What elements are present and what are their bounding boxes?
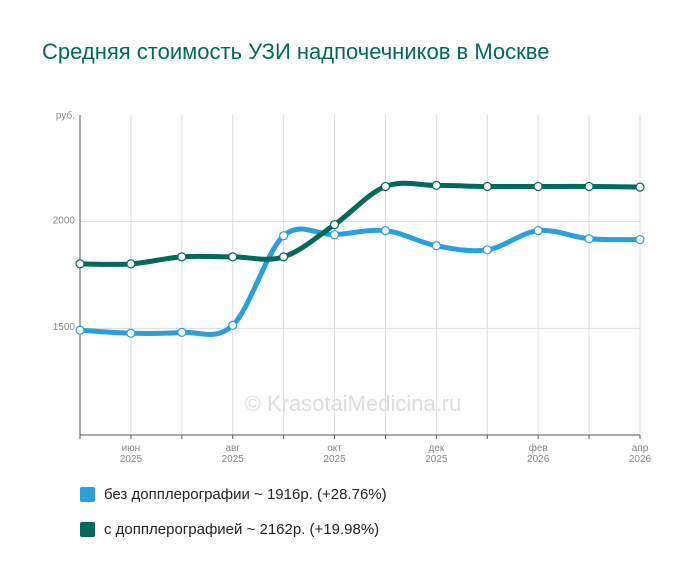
- y-tick-label: 1500: [53, 322, 76, 333]
- x-tick-label: апр 2026: [629, 443, 652, 465]
- series-line: [79, 180, 641, 267]
- point: [228, 320, 238, 330]
- x-tick-label: июн 2025: [120, 443, 143, 465]
- legend-label: с допплерографией ~ 2162р. (+19.98%): [104, 521, 379, 538]
- point: [482, 181, 492, 192]
- point: [635, 182, 645, 192]
- x-tick-label: окт 2025: [323, 443, 346, 465]
- point: [635, 234, 645, 245]
- point: [584, 234, 594, 244]
- point: [279, 231, 289, 241]
- legend-swatch: [80, 522, 95, 537]
- point: [482, 245, 492, 255]
- legend-label: без допплерографии ~ 1916р. (+28.76%): [104, 486, 387, 503]
- point: [533, 226, 543, 236]
- chart-title: Средняя стоимость УЗИ надпочечников в Мо…: [42, 39, 550, 64]
- point: [75, 325, 85, 335]
- point: [126, 328, 136, 338]
- x-tick-label: авг 2025: [222, 443, 245, 465]
- point: [533, 181, 543, 192]
- point: [329, 220, 340, 230]
- point: [177, 327, 187, 337]
- y-unit: руб.: [56, 110, 75, 122]
- point: [228, 252, 238, 262]
- y-tick-label: 2000: [53, 215, 76, 226]
- point: [177, 252, 187, 262]
- point: [380, 226, 391, 236]
- point: [431, 180, 441, 190]
- point: [431, 241, 441, 251]
- point: [380, 181, 391, 192]
- point: [329, 230, 340, 240]
- point: [126, 259, 136, 269]
- x-tick-label: дек 2025: [425, 443, 448, 465]
- series-line: [79, 226, 641, 337]
- point: [75, 259, 85, 269]
- point: [279, 252, 289, 262]
- point: [584, 181, 594, 192]
- x-tick-label: фев 2026: [527, 442, 550, 465]
- legend-swatch: [80, 487, 95, 502]
- watermark: © KrasotaiMedicina.ru: [245, 391, 462, 416]
